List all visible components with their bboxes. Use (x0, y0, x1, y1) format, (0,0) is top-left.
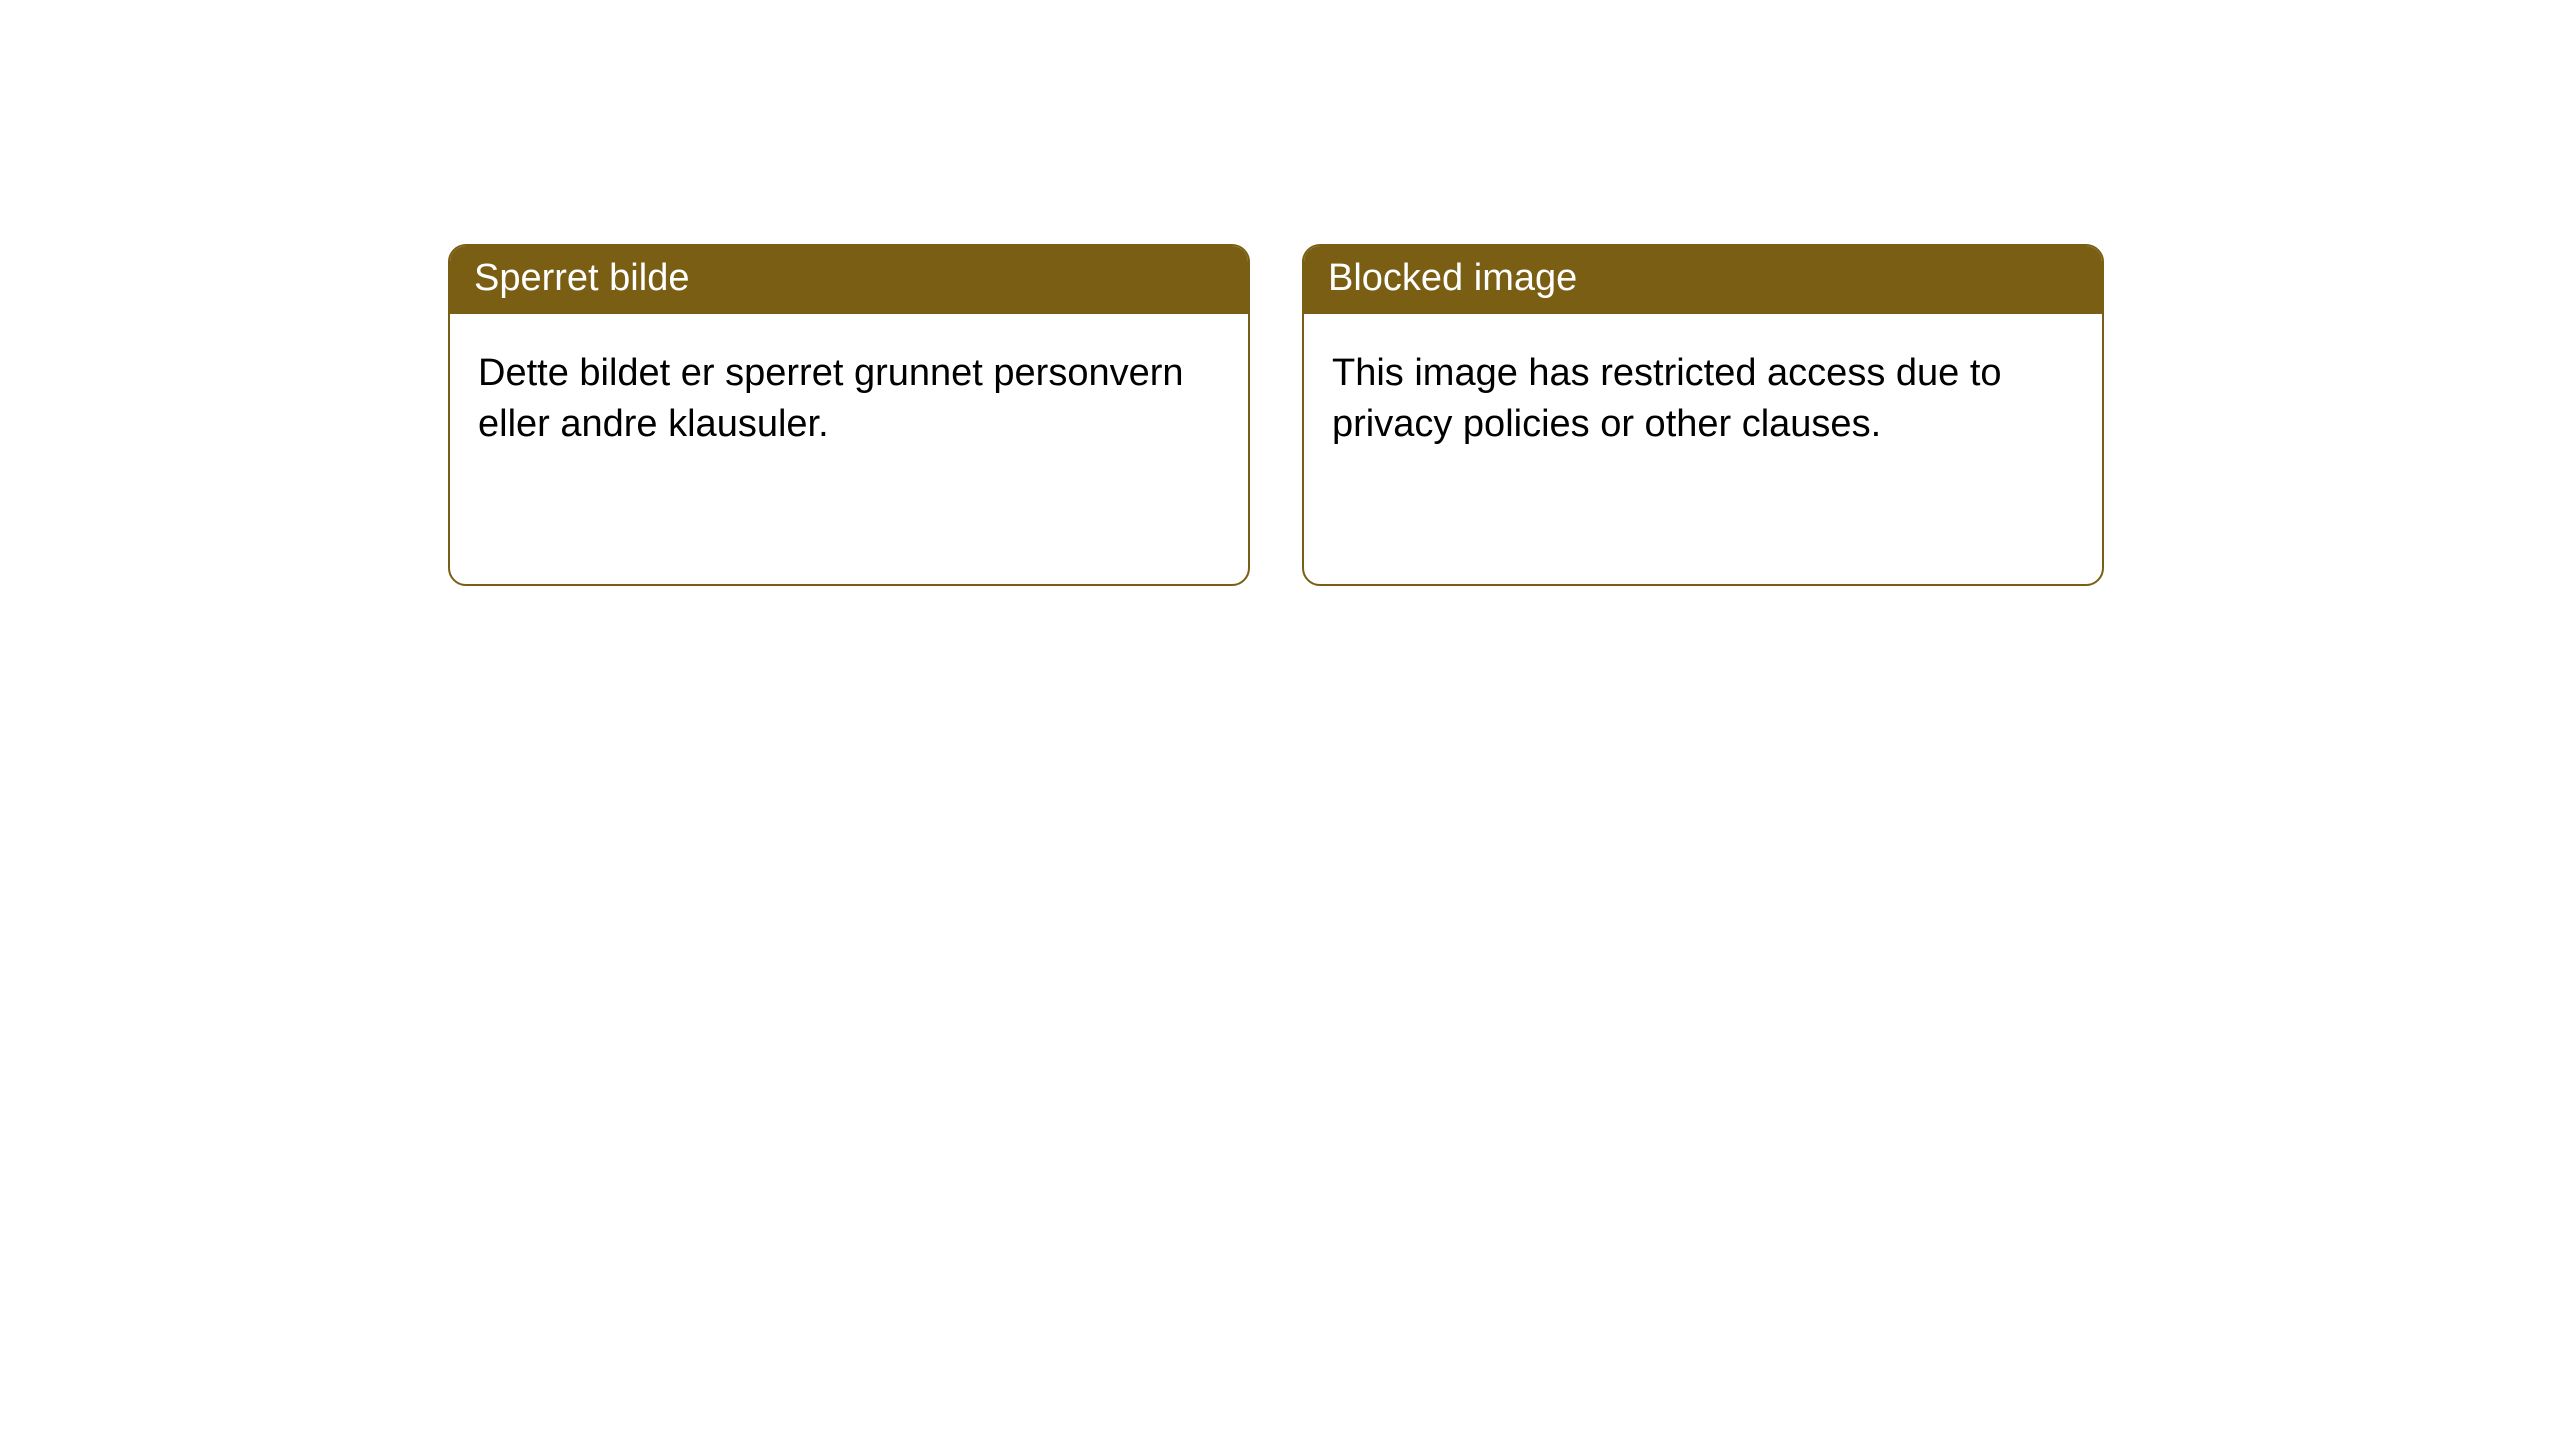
card-title: Blocked image (1328, 257, 1577, 299)
card-title: Sperret bilde (474, 257, 689, 299)
card-header: Sperret bilde (450, 246, 1248, 314)
card-header: Blocked image (1304, 246, 2102, 314)
blocked-image-card-no: Sperret bilde Dette bildet er sperret gr… (448, 244, 1250, 586)
card-body: Dette bildet er sperret grunnet personve… (450, 314, 1248, 584)
notice-container: Sperret bilde Dette bildet er sperret gr… (0, 0, 2560, 586)
card-body: This image has restricted access due to … (1304, 314, 2102, 584)
blocked-image-card-en: Blocked image This image has restricted … (1302, 244, 2104, 586)
card-body-text: Dette bildet er sperret grunnet personve… (478, 352, 1184, 445)
card-body-text: This image has restricted access due to … (1332, 352, 2002, 445)
